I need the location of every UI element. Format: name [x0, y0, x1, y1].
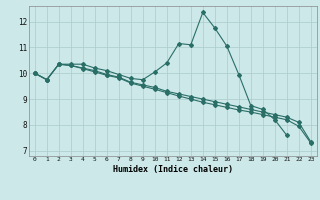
- X-axis label: Humidex (Indice chaleur): Humidex (Indice chaleur): [113, 165, 233, 174]
